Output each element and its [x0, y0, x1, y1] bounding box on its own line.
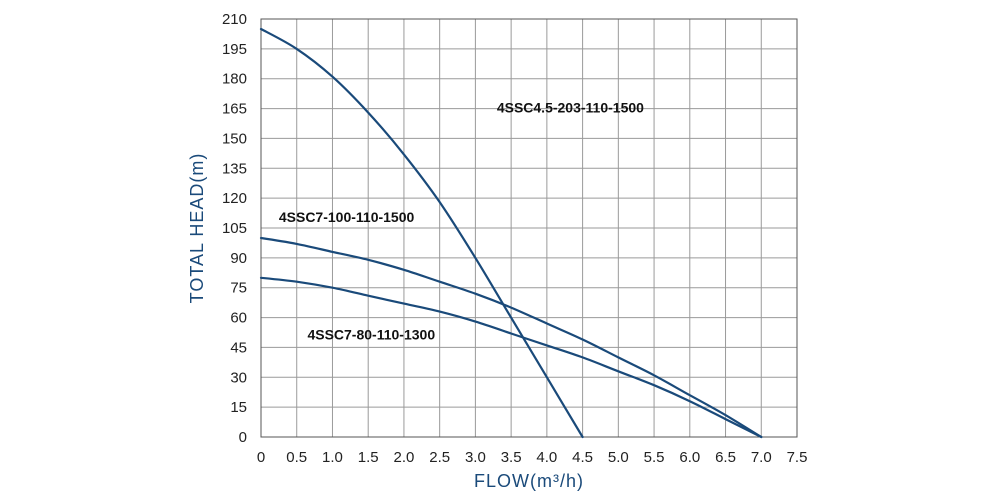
y-axis-title: TOTAL HEAD(m) — [187, 153, 207, 304]
y-tick-label: 180 — [222, 71, 247, 88]
y-tick-label: 165 — [222, 101, 247, 118]
y-tick-label: 150 — [222, 130, 247, 147]
y-tick-label: 75 — [230, 280, 247, 297]
series-label-2: 4SSC7-100-110-1500 — [279, 209, 415, 225]
chart-series — [259, 27, 763, 439]
x-tick-label: 3.0 — [465, 449, 486, 466]
y-tick-label: 210 — [222, 11, 247, 28]
x-tick-label: 5.0 — [608, 449, 629, 466]
x-tick-label: 7.5 — [787, 449, 808, 466]
x-tick-label: 2.5 — [429, 449, 450, 466]
chart-grid — [260, 18, 798, 438]
x-tick-label: 4.0 — [536, 449, 557, 466]
y-tick-label: 195 — [222, 41, 247, 58]
x-tick-label: 1.5 — [358, 449, 379, 466]
y-tick-label: 90 — [230, 250, 247, 267]
y-tick-label: 135 — [222, 160, 247, 177]
series-line-2 — [259, 236, 763, 439]
y-tick-label: 15 — [230, 399, 247, 416]
y-tick-label: 60 — [230, 310, 247, 327]
y-tick-label: 0 — [239, 429, 247, 446]
series-label-1: 4SSC4.5-203-110-1500 — [497, 100, 644, 116]
x-tick-label: 6.5 — [715, 449, 736, 466]
x-axis-ticks: 0 0.5 1.0 1.5 2.0 2.5 3.0 3.5 4.0 4.5 5.0 5.5 6.0 6.5… — [257, 449, 808, 466]
plot-area-frame — [260, 18, 798, 438]
y-axis-ticks: 0 15 30 45 60 75 90 105 120 135 150 165 180 195 210 — [222, 11, 247, 446]
y-tick-label: 120 — [222, 190, 247, 207]
x-tick-label: 0.5 — [286, 449, 307, 466]
series-line-3 — [259, 276, 763, 439]
x-tick-label: 4.5 — [572, 449, 593, 466]
x-axis-title: FLOW(m³/h) — [474, 471, 584, 491]
series-line-1 — [259, 27, 584, 439]
x-tick-label: 2.0 — [394, 449, 415, 466]
x-tick-label: 3.5 — [501, 449, 522, 466]
x-tick-label: 5.5 — [644, 449, 665, 466]
series-annotations: 4SSC4.5-203-110-1500 4SSC7-100-110-1500 4S… — [279, 100, 644, 343]
y-tick-label: 45 — [230, 339, 247, 356]
y-tick-label: 105 — [222, 220, 247, 237]
x-tick-label: 0 — [257, 449, 265, 466]
x-tick-label: 7.0 — [751, 449, 772, 466]
x-tick-label: 6.0 — [679, 449, 700, 466]
series-label-3: 4SSC7-80-110-1300 — [307, 326, 435, 342]
y-tick-label: 30 — [230, 369, 247, 386]
x-tick-label: 1.0 — [322, 449, 343, 466]
